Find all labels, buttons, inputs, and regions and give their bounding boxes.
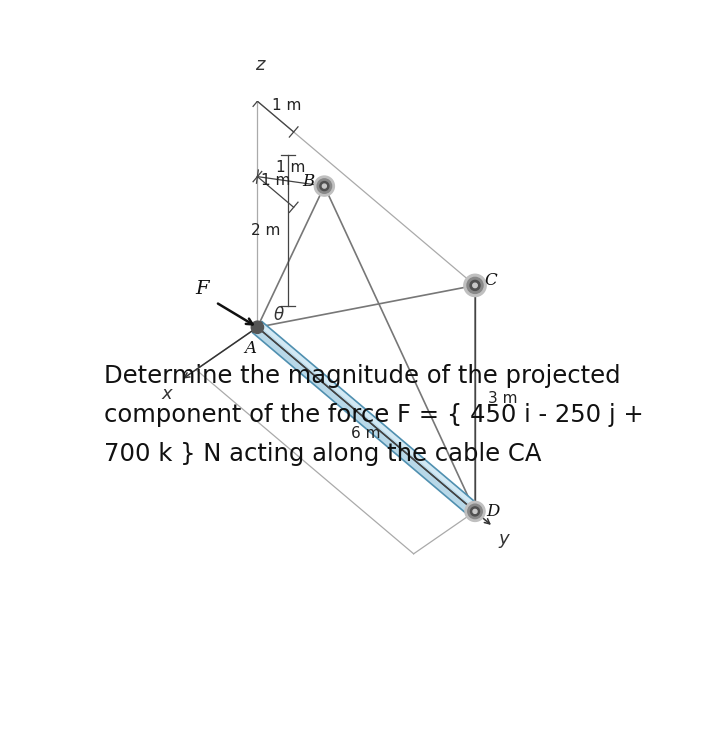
Text: 700 k } N acting along the cable CA: 700 k } N acting along the cable CA — [104, 442, 541, 465]
Text: 1 m: 1 m — [276, 160, 305, 175]
Text: Determine the magnitude of the projected: Determine the magnitude of the projected — [104, 364, 621, 388]
Circle shape — [320, 181, 329, 191]
Circle shape — [467, 277, 483, 294]
Circle shape — [251, 321, 264, 334]
Circle shape — [465, 501, 485, 521]
Text: z: z — [256, 56, 265, 75]
Text: F: F — [195, 279, 209, 297]
Circle shape — [473, 509, 477, 514]
Text: x: x — [162, 385, 172, 403]
Circle shape — [315, 176, 334, 196]
Circle shape — [323, 184, 326, 188]
Text: A: A — [245, 340, 257, 356]
Text: C: C — [485, 273, 497, 289]
Text: y: y — [499, 529, 509, 547]
Circle shape — [317, 179, 332, 194]
Text: B: B — [302, 173, 315, 190]
Text: 1 m: 1 m — [261, 173, 290, 188]
Circle shape — [468, 505, 482, 519]
Text: 1 m: 1 m — [272, 98, 302, 113]
Text: 3 m: 3 m — [488, 391, 518, 406]
Circle shape — [464, 274, 486, 297]
Text: 2 m: 2 m — [251, 223, 281, 238]
Text: component of the force F = { 450 i - 250 j +: component of the force F = { 450 i - 250… — [104, 403, 644, 427]
Polygon shape — [253, 322, 480, 517]
Circle shape — [470, 280, 480, 291]
Circle shape — [470, 507, 480, 516]
Text: $\theta$: $\theta$ — [273, 306, 284, 324]
Circle shape — [473, 283, 477, 288]
Text: 6 m: 6 m — [351, 425, 381, 441]
Text: D: D — [486, 503, 500, 520]
Polygon shape — [258, 322, 479, 510]
